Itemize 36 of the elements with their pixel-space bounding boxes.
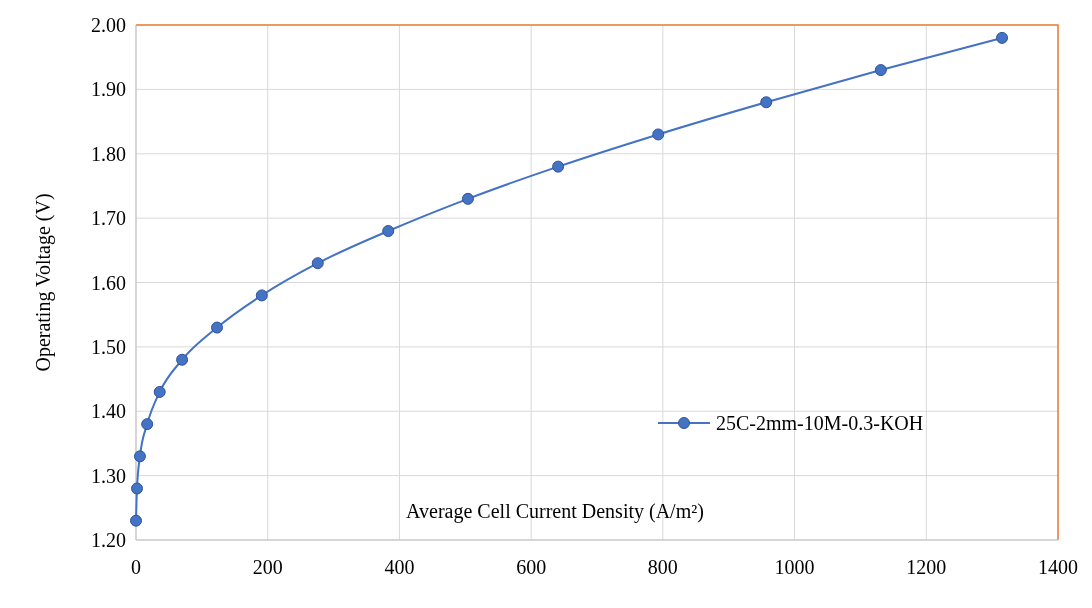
x-tick-label: 200	[252, 556, 283, 578]
point	[153, 385, 166, 398]
x-axis-title: Average Cell Current Density (A/m²)	[406, 500, 704, 523]
y-tick-label: 1.50	[91, 335, 126, 358]
point	[461, 192, 474, 205]
x-tick-label: 0	[131, 556, 141, 578]
point	[130, 482, 143, 495]
point	[141, 418, 154, 431]
x-tick-label: 1200	[906, 556, 947, 578]
y-tick-label: 1.40	[91, 400, 126, 423]
x-tick-label: 400	[384, 556, 415, 578]
x-tick-label: 600	[516, 556, 547, 578]
y-axis-title: Operating Voltage (V)	[32, 193, 55, 372]
point	[176, 353, 189, 366]
point	[211, 321, 223, 334]
y-tick-label: 1.80	[91, 142, 126, 165]
legend-label: 25C-2mm-10M-0.3-KOH	[716, 412, 924, 434]
y-tick-label: 1.20	[91, 529, 126, 551]
point	[382, 225, 395, 237]
point	[311, 257, 324, 270]
point	[255, 289, 268, 302]
y-tick-label: 1.60	[91, 271, 126, 294]
x-tick-label: 800	[647, 556, 678, 578]
y-tick-label: 1.90	[91, 78, 126, 101]
point	[133, 450, 146, 463]
y-tick-label: 1.70	[91, 207, 126, 230]
point	[652, 128, 665, 141]
y-tick-label: 1.30	[91, 464, 126, 487]
point	[552, 160, 565, 173]
point	[874, 64, 887, 77]
x-tick-label: 1000	[774, 556, 815, 578]
y-tick-label: 2.00	[91, 14, 126, 36]
point	[996, 31, 1009, 44]
point	[760, 96, 773, 109]
point	[130, 514, 142, 527]
x-tick-label: 1400	[1038, 556, 1078, 578]
